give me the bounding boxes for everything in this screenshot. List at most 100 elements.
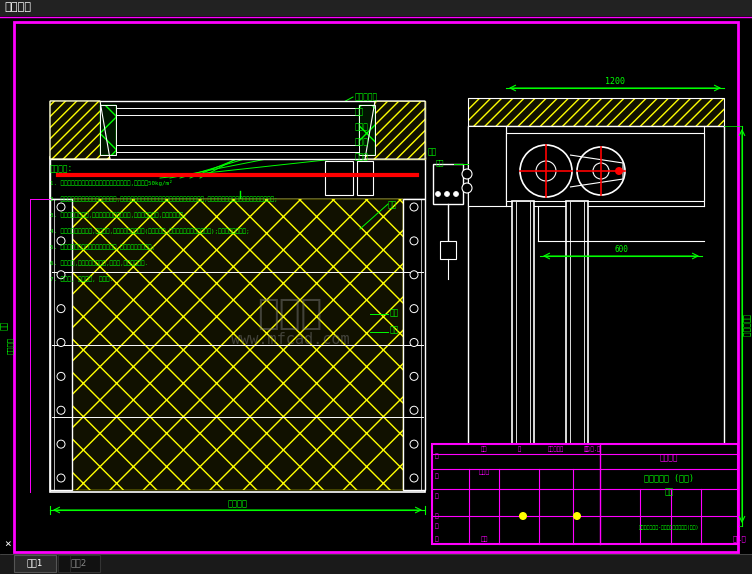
Circle shape (57, 271, 65, 279)
Bar (468, 126, 724, 526)
Text: 二维线框: 二维线框 (4, 2, 31, 12)
Text: 壁板: 壁板 (435, 160, 444, 166)
Text: 布局1: 布局1 (27, 559, 43, 568)
Circle shape (410, 373, 418, 381)
Bar (516, 201, 530, 514)
Circle shape (435, 192, 441, 196)
Text: 面板: 面板 (390, 308, 399, 317)
Bar (50, 199, 72, 490)
Text: 卷帘: 卷帘 (388, 200, 397, 209)
Text: 编: 编 (435, 453, 438, 459)
Circle shape (57, 474, 65, 482)
Circle shape (577, 147, 625, 195)
Bar (403, 199, 425, 490)
Text: 技术标准:: 技术标准: (50, 164, 73, 173)
Circle shape (615, 167, 623, 175)
Bar (58, 555, 100, 572)
Text: 制: 制 (435, 473, 438, 479)
Bar (564, 512, 590, 520)
Text: 批: 批 (435, 513, 438, 519)
Text: 布局2: 布局2 (71, 559, 87, 568)
Circle shape (57, 373, 65, 381)
Circle shape (453, 192, 459, 196)
Bar (512, 201, 534, 514)
Bar (468, 126, 506, 166)
Text: 核准打印日: 核准打印日 (547, 447, 564, 452)
Circle shape (519, 512, 527, 520)
Bar (357, 161, 373, 195)
Bar (506, 133, 704, 201)
Text: www.mfcad.com: www.mfcad.com (231, 332, 350, 347)
Text: 600: 600 (614, 245, 628, 254)
Bar (0, 0, 752, 16)
Bar (116, 145, 359, 152)
Circle shape (410, 339, 418, 347)
Text: 轴承: 轴承 (355, 107, 364, 117)
Text: 年.月.日: 年.月.日 (584, 447, 601, 452)
Text: 卷帘轴: 卷帘轴 (355, 122, 369, 131)
Text: 主滚筒: 主滚筒 (355, 138, 369, 146)
Text: 核: 核 (435, 523, 438, 529)
Text: 4. 接电时注意电源相位,正确接线,以保证电机正常转动(若转向不对,可将三相电中任意两相调换);升降按钮符合要求;: 4. 接电时注意电源相位,正确接线,以保证电机正常转动(若转向不对,可将三相电中… (50, 228, 250, 234)
Bar (100, 105, 116, 155)
Bar (432, 444, 738, 544)
Bar (116, 108, 359, 115)
Circle shape (57, 305, 65, 313)
Text: 沐风网: 沐风网 (257, 297, 323, 331)
Bar (440, 241, 456, 259)
Circle shape (410, 305, 418, 313)
Circle shape (536, 161, 556, 181)
Text: 卷帘门箱体: 卷帘门箱体 (355, 92, 378, 102)
Circle shape (410, 440, 418, 448)
Bar (566, 201, 588, 514)
Text: 提图: 提图 (481, 536, 488, 542)
Text: 录取: 录取 (584, 447, 590, 452)
Circle shape (462, 183, 472, 193)
Text: 防火卷帘门 (互动): 防火卷帘门 (互动) (644, 474, 694, 483)
Text: ×: × (4, 539, 11, 549)
Text: 2. 卷帘机安装必须严格按照施工图施工,若有不符之处需由有关设计单位和生产厂进行协商解决,严禁擅自更改防火卷帘结构形式和安装位置;: 2. 卷帘机安装必须严格按照施工图施工,若有不符之处需由有关设计单位和生产厂进行… (50, 196, 277, 201)
Bar (72, 199, 403, 490)
Bar (510, 512, 536, 520)
Bar (570, 201, 584, 514)
Bar (359, 105, 375, 155)
Text: 设计号: 设计号 (478, 469, 490, 475)
Text: 危旧房改造项目-防火卷帘安装示意图(详图): 危旧房改造项目-防火卷帘安装示意图(详图) (639, 526, 699, 530)
Bar (14, 555, 56, 572)
Bar (58, 555, 70, 572)
Bar (50, 101, 425, 159)
Text: 6. 安装完毕,做全行程升降试验,通过后,才能正式使用.: 6. 安装完毕,做全行程升降试验,通过后,才能正式使用. (50, 260, 148, 266)
Text: 校: 校 (517, 447, 521, 452)
Circle shape (410, 203, 418, 211)
Bar (359, 105, 375, 155)
Text: 一层: 一层 (665, 487, 674, 497)
Text: 壁板: 壁板 (0, 320, 9, 329)
Text: 卷帘门高度: 卷帘门高度 (741, 315, 750, 338)
Text: 传动管: 传动管 (355, 153, 369, 161)
Text: 槽钢: 槽钢 (390, 325, 399, 334)
Text: 图签标题: 图签标题 (660, 453, 678, 463)
Text: 1. 本工程下卷帘帘体选用不锈钢型双轨防火卷帘,额定荷载50kg/m²: 1. 本工程下卷帘帘体选用不锈钢型双轨防火卷帘,额定荷载50kg/m² (50, 180, 172, 186)
Circle shape (593, 163, 609, 179)
Circle shape (410, 474, 418, 482)
Circle shape (410, 406, 418, 414)
Text: 姓名: 姓名 (481, 447, 487, 452)
Bar (50, 157, 425, 199)
Circle shape (410, 237, 418, 245)
Text: 共1张   第1张: 共1张 第1张 (733, 536, 752, 542)
Bar (468, 98, 724, 126)
Bar (468, 126, 506, 166)
Circle shape (520, 145, 572, 197)
Bar (468, 98, 724, 126)
Text: 1200: 1200 (605, 77, 625, 86)
Circle shape (57, 406, 65, 414)
Bar (50, 157, 425, 492)
Text: 工: 工 (435, 536, 438, 542)
Bar (0, 554, 752, 574)
Circle shape (57, 440, 65, 448)
Bar (433, 164, 463, 204)
Circle shape (444, 192, 450, 196)
Bar (468, 126, 506, 206)
Text: 洞口宽度: 洞口宽度 (228, 499, 247, 508)
Circle shape (57, 339, 65, 347)
